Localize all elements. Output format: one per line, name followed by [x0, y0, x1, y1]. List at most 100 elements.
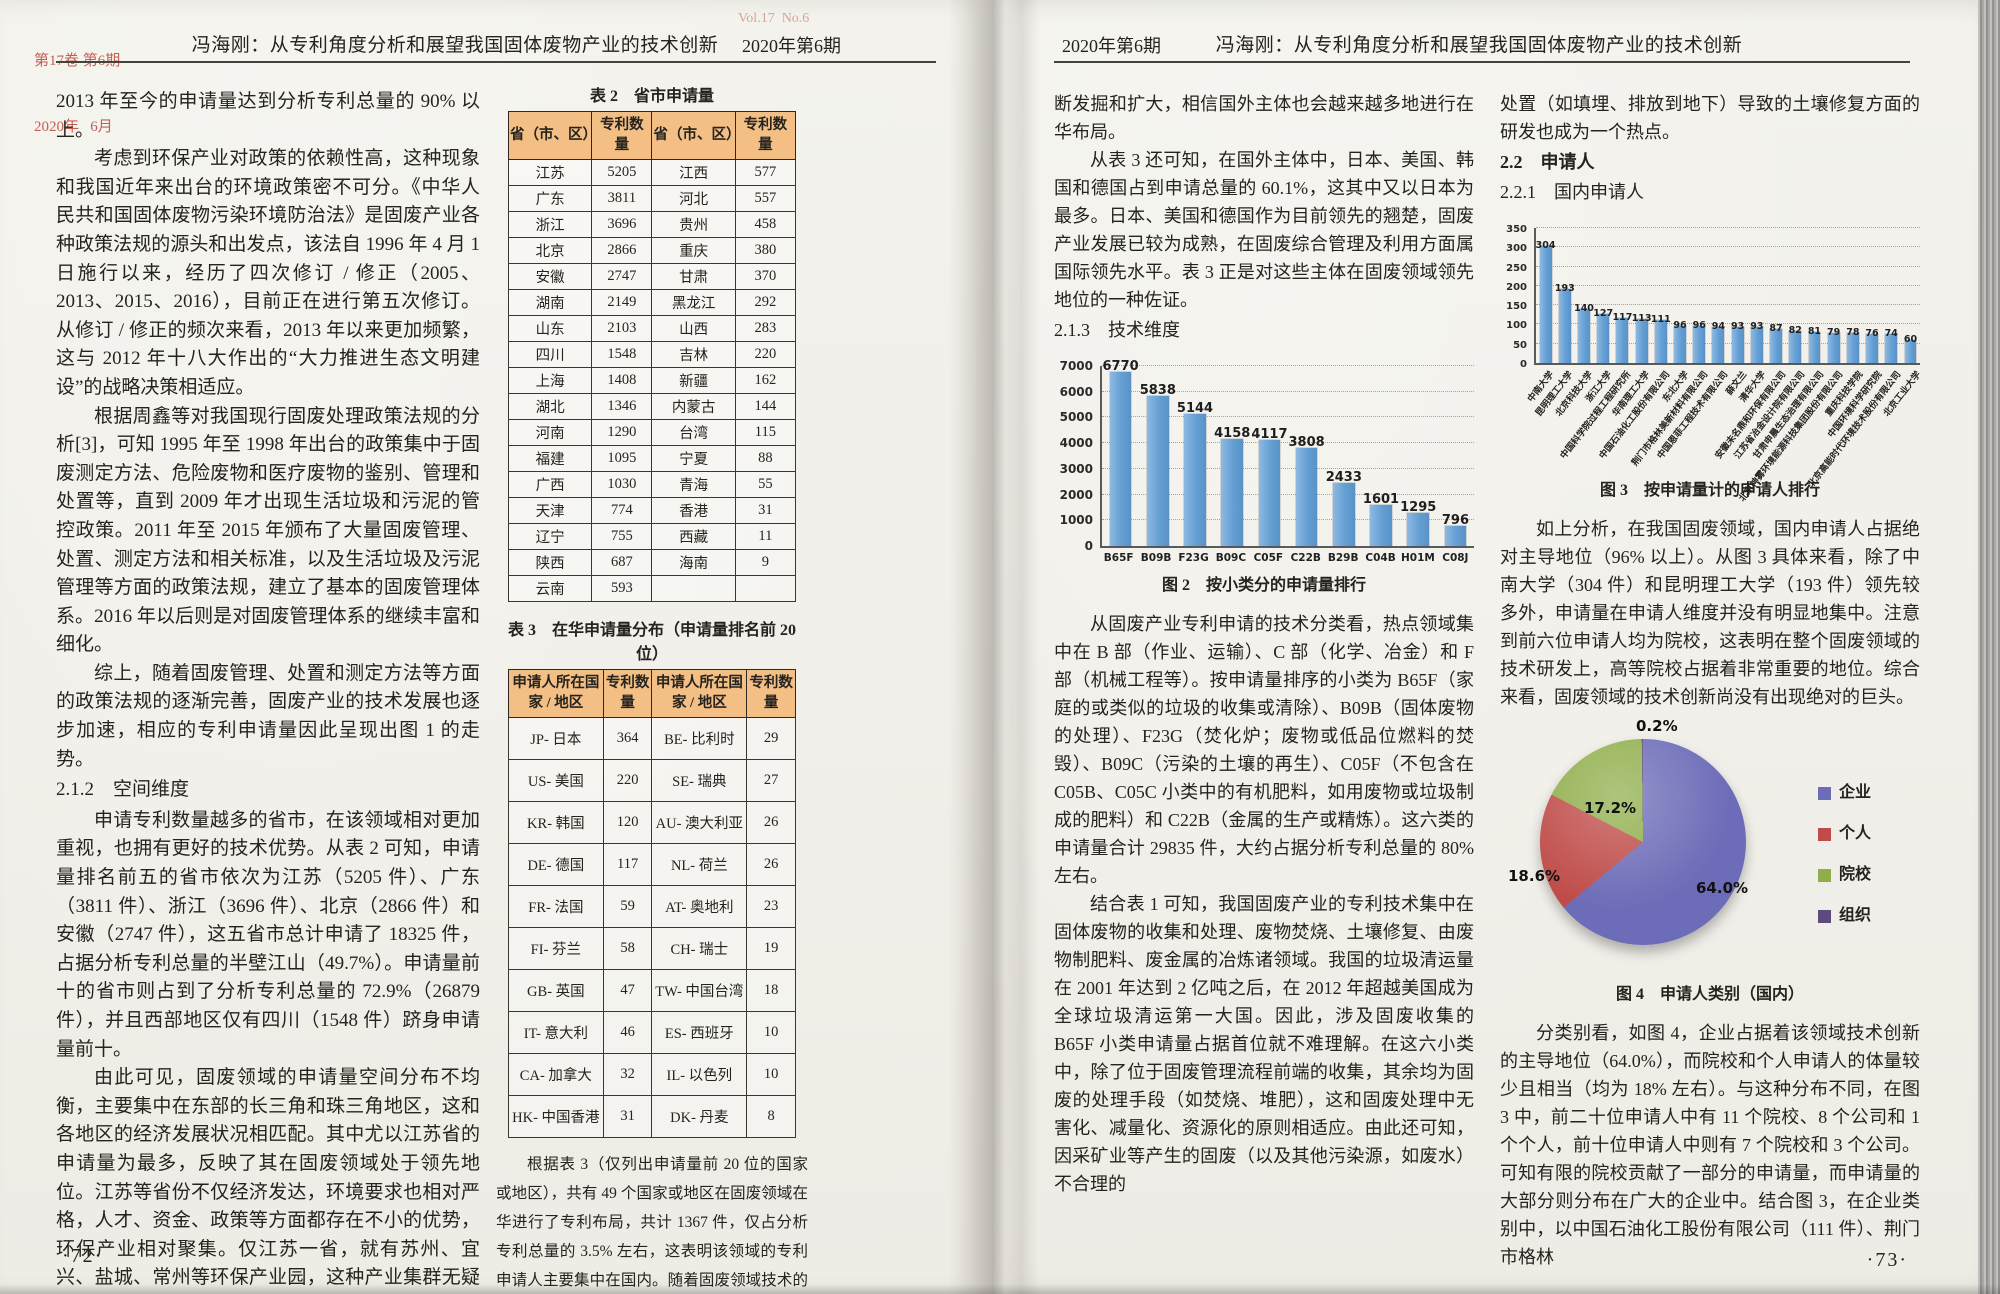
- bar-value-label: 4158: [1214, 426, 1251, 442]
- gridline: [1536, 284, 1920, 286]
- chart-body: 0 50 100 150 200 250 300 350 304 193 140 127 117 113 1…: [1500, 224, 1920, 370]
- bar: 796: [1442, 513, 1469, 546]
- page-stack-edge: [1978, 0, 2000, 1294]
- table-cell: 1346: [591, 393, 653, 421]
- table-cell: US- 美国: [508, 759, 604, 803]
- table-cell: AT- 奥地利: [651, 885, 748, 929]
- table-row: 安徽 2747 甘肃 370: [507, 263, 797, 291]
- pie-label-institution: 17.2%: [1584, 799, 1637, 817]
- x-category-text: C22B: [1290, 552, 1321, 564]
- table-cell: 220: [602, 759, 653, 803]
- table-header: 省（市、区） 专利数量 省（市、区） 专利数量: [507, 110, 797, 161]
- paragraph: 处置（如填埋、排放到地下）导致的土壤修复方面的研发也成为一个热点。: [1500, 94, 1920, 142]
- bar-value-label: 796: [1441, 512, 1469, 528]
- bar-value-label: 193: [1554, 282, 1575, 294]
- bar: 127: [1593, 308, 1613, 363]
- legend-swatch: [1818, 786, 1831, 800]
- header-rule: [1054, 61, 1910, 63]
- table-cell: NL- 荷兰: [651, 843, 748, 887]
- paragraph: 2013 年至今的申请量达到分析专利总量的 90% 以上。: [56, 91, 480, 141]
- x-axis-labels: 中南大学 昆明理工大学 北京科技大学 浙江大学 中国科学院过程工程研究所 华南理工大学 中国…: [1525, 365, 1922, 503]
- table-cell: 26: [746, 843, 796, 887]
- bar-slot: 87: [1766, 323, 1785, 363]
- right-column-1: 断发掘和扩大，相信国外主体也会越来越多地进行在华布局。 从表 3 还可知，在国外…: [1054, 90, 1474, 1198]
- table-cell: DE- 德国: [508, 843, 604, 887]
- table-cell: 山西: [651, 315, 736, 343]
- gridline: [1536, 304, 1920, 306]
- bar-slot: 304: [1536, 240, 1556, 363]
- figure4-caption: 图 4 申请人类别（国内）: [1615, 986, 1804, 1003]
- y-tick-label: 350: [1506, 224, 1527, 235]
- bar: 94: [1712, 321, 1725, 363]
- gridline: [1102, 365, 1474, 366]
- column-header: 专利数量: [734, 110, 797, 161]
- table-row: 湖北 1346 内蒙古 144: [507, 393, 797, 421]
- table-row: FI- 芬兰 58 CH- 瑞士 19: [508, 927, 796, 971]
- table-cell: 5205: [591, 159, 653, 187]
- table-cell: AU- 澳大利亚: [651, 801, 748, 845]
- running-head-title: 冯海刚：从专利角度分析和展望我国固体废物产业的技术创新: [191, 35, 719, 56]
- page-number-73: ·73·: [1866, 1249, 1908, 1271]
- table-cell: DK- 丹麦: [651, 1095, 748, 1139]
- y-axis: 0 1000 2000 3000 4000 5000 6000 7000: [1054, 359, 1100, 553]
- table-cell: 云南: [507, 575, 593, 603]
- y-tick-label: 200: [1506, 281, 1527, 293]
- bar-value-label: 2433: [1325, 470, 1362, 486]
- table-cell: 吉林: [651, 341, 736, 369]
- bar: 74: [1885, 328, 1898, 363]
- table-cell: 湖北: [507, 393, 593, 421]
- bar-slot: 78: [1843, 327, 1862, 363]
- table-row: 福建 1095 宁夏 88: [507, 445, 797, 473]
- bar-value-label: 5838: [1139, 382, 1176, 398]
- table-cell: 香港: [651, 497, 736, 525]
- pie-label-individual: 18.6%: [1508, 867, 1561, 885]
- volume-line2: 2020年 6月: [34, 119, 113, 135]
- bar-value-label: 96: [1673, 319, 1687, 331]
- table-cell: 774: [591, 497, 653, 525]
- legend-label: 组织: [1839, 907, 1872, 924]
- paragraph: 综上，随着固废管理、处置和测定方法等方面的政策法规的逐渐完善，固废产业的技术发展…: [56, 662, 480, 770]
- paragraph: 根据周鑫等对我国现行固废处理政策法规的分析[3]，可知 1995 年至 1998…: [56, 405, 480, 656]
- table-cell: 59: [602, 885, 653, 929]
- bar-value-label: 127: [1593, 308, 1614, 320]
- table-cell: 292: [734, 289, 797, 317]
- bar-slot: 1295: [1400, 500, 1437, 546]
- paragraph: 由此可见，固废领域的申请量空间分布不均衡，主要集中在东部的长三角和珠三角地区，这…: [56, 1067, 480, 1289]
- bar-slot: 140: [1574, 303, 1594, 363]
- bar: 4158: [1214, 426, 1250, 546]
- table-row: 陕西 687 海南 9: [507, 549, 797, 577]
- gridline: [1536, 227, 1920, 228]
- table-cell: 8: [746, 1095, 796, 1139]
- bar-slot: 79: [1824, 327, 1843, 363]
- table-cell: SE- 瑞典: [651, 759, 748, 803]
- bars: 304 193 140 127 117 113 111 96 96 94 93 93 87 82 81 79 7…: [1536, 228, 1920, 363]
- table-cell: KR- 韩国: [508, 801, 604, 845]
- x-category-text: H01M: [1401, 552, 1435, 564]
- x-category-label: 中南大学: [1525, 365, 1555, 477]
- running-head-title: 冯海刚：从专利角度分析和展望我国固体废物产业的技术创新: [1215, 35, 1743, 56]
- bar-slot: 796: [1437, 513, 1474, 546]
- table-row: 北京 2866 重庆 380: [507, 237, 797, 265]
- y-axis: 0 50 100 150 200 250 300 350: [1500, 224, 1534, 370]
- x-category-label: F23G: [1175, 548, 1212, 564]
- figure3-caption: 图 3 按申请量计的申请人排行: [1599, 482, 1820, 499]
- pie-label-enterprise: 64.0%: [1696, 879, 1749, 897]
- table-cell: IT- 意大利: [508, 1011, 604, 1055]
- table-cell: 29: [746, 717, 796, 761]
- header-row: 申请人所在国家 / 地区 专利数量 申请人所在国家 / 地区 专利数量: [508, 669, 796, 719]
- table-cell: 河南: [507, 419, 593, 447]
- table-cell: 117: [602, 843, 653, 887]
- x-category-text: C05F: [1253, 552, 1284, 564]
- plot-area: 6770 5838 5144 4158 4117 3808 2433 1601 1295 796: [1100, 359, 1474, 548]
- bar-slot: 4158: [1214, 426, 1251, 546]
- pie-legend: 企业 个人 院校 组织: [1818, 779, 1871, 943]
- bar-slot: 1601: [1362, 492, 1399, 546]
- y-tick-label: 100: [1506, 320, 1527, 332]
- table-cell: 西藏: [651, 523, 736, 551]
- bar: 87: [1769, 323, 1783, 363]
- table-cell: 浙江: [507, 211, 593, 239]
- table-cell: 364: [602, 717, 653, 761]
- column-header: 专利数量: [746, 669, 796, 719]
- gridline: [1102, 442, 1474, 444]
